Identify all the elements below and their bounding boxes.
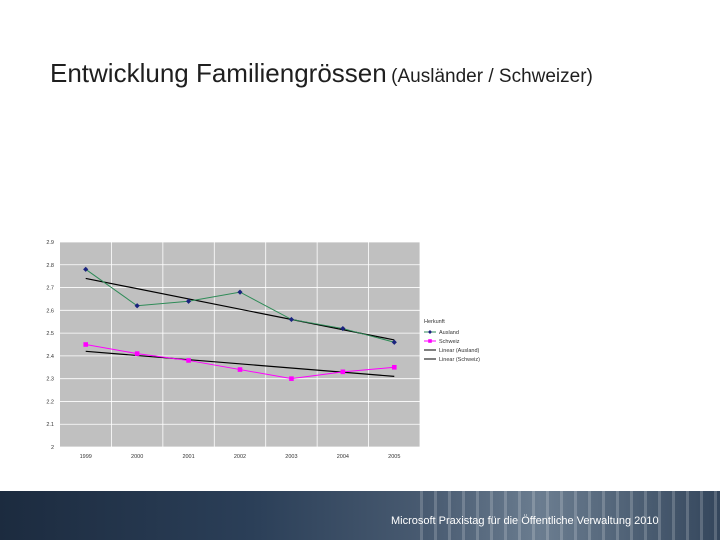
plot-area [60,242,420,447]
line-chart: 2 2.1 2.2 2.3 2.4 2.5 2.6 2.7 2.8 2.9 1999 2000 2001… [46,240,480,460]
data-point [237,367,243,372]
legend-marker [428,339,432,343]
slide-title-main: Entwicklung Familiengrössen [50,58,387,88]
legend-label: Linear (Ausland) [439,348,480,354]
y-tick-label: 2.4 [46,354,54,360]
y-tick-label: 2 [51,445,54,451]
x-tick-label: 1999 [80,454,92,460]
legend-marker [428,330,432,334]
legend-label: Linear (Schweiz) [439,357,480,363]
data-point [340,369,346,375]
data-point [391,339,397,345]
data-point [134,351,140,356]
y-tick-label: 2.6 [46,308,54,314]
legend-label: Ausland [439,330,459,336]
footer-text: Microsoft Praxistag für die Öffentliche … [391,515,659,527]
data-point [340,325,346,332]
x-tick-label: 2004 [337,454,349,460]
x-tick-label: 2000 [131,454,143,460]
data-point [289,376,294,381]
y-tick-label: 2.7 [46,286,54,292]
y-tick-label: 2.8 [46,263,54,269]
y-tick-label: 2.1 [46,422,54,428]
x-tick-label: 2001 [182,454,194,460]
footer-decoration [420,491,720,540]
x-tick-label: 2005 [388,454,400,460]
data-point [391,364,397,370]
slide-title: Entwicklung Familiengrössen (Ausländer /… [50,58,593,89]
y-tick-label: 2.2 [46,399,54,405]
slide-title-sub: (Ausländer / Schweizer) [391,66,593,87]
x-tick-label: 2002 [234,454,246,460]
data-point [83,342,89,347]
footer-band [0,491,720,540]
legend-title: Herkunft [424,319,445,325]
data-point [186,358,191,363]
x-tick-label: 2003 [285,454,297,460]
legend-label: Schweiz [439,339,460,345]
y-tick-label: 2.9 [46,240,54,246]
y-tick-label: 2.5 [46,331,54,337]
y-tick-label: 2.3 [46,377,54,383]
